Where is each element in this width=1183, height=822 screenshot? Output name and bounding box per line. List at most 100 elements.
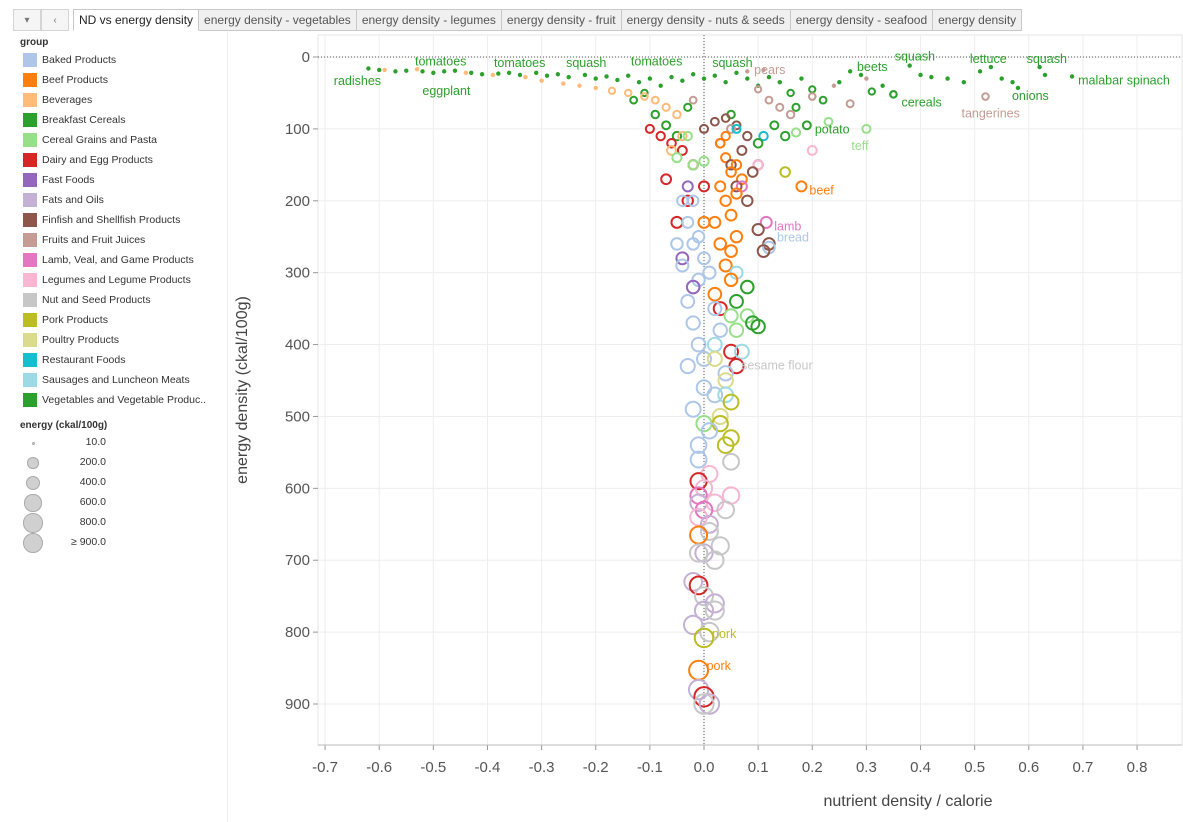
data-point [523, 74, 528, 80]
legend-swatch [23, 333, 37, 347]
legend-item[interactable]: Fast Foods [23, 172, 95, 188]
y-tick-label: 100 [285, 121, 310, 138]
legend-item[interactable]: Fruits and Fruit Juices [23, 232, 145, 248]
y-axis-title: energy density (ckal/100g) [234, 296, 251, 484]
data-point [700, 422, 719, 440]
legend-swatch [23, 173, 37, 187]
data-point [795, 180, 808, 193]
tab-energy-density-nuts-seeds[interactable]: energy density - nuts & seeds [621, 9, 791, 31]
data-point [640, 92, 649, 101]
legend-item[interactable]: Lamb, Veal, and Game Products [23, 252, 194, 268]
data-point [666, 145, 677, 156]
point-annotation: tomatoes [415, 54, 466, 68]
point-annotation: squash [895, 50, 935, 64]
data-point [720, 113, 731, 123]
point-annotation: sesame flour [741, 359, 813, 373]
legend-item[interactable]: Pork Products [23, 312, 108, 328]
tab-energy-density-seafood[interactable]: energy density - seafood [790, 9, 934, 31]
data-point [684, 400, 702, 418]
legend-swatch [23, 113, 37, 127]
data-point [683, 571, 704, 592]
tab-energy-density-vegetables[interactable]: energy density - vegetables [199, 9, 357, 31]
tab-energy-density-fruit[interactable]: energy density - fruit [501, 9, 622, 31]
legend-item[interactable]: Dairy and Egg Products [23, 152, 153, 168]
data-point [837, 79, 842, 85]
point-annotation: squash [712, 56, 752, 70]
legend-item[interactable]: Beverages [23, 92, 92, 108]
data-point [699, 521, 719, 541]
data-point [764, 95, 774, 105]
data-point [707, 301, 723, 317]
data-point [555, 72, 561, 77]
data-point [693, 693, 715, 715]
data-point [945, 76, 950, 81]
sheet-tabs: ND vs energy density energy density - veg… [73, 9, 1181, 31]
legend-label: Fruits and Fruit Juices [42, 234, 146, 246]
data-point [577, 83, 582, 88]
data-point [1010, 79, 1015, 85]
data-point [680, 294, 696, 309]
data-point [720, 152, 732, 164]
legend-item[interactable]: Baked Products [23, 52, 116, 68]
data-point [593, 76, 598, 81]
data-point [506, 70, 512, 76]
data-point [907, 63, 912, 68]
legend-label: Pork Products [42, 314, 108, 326]
legend-item[interactable]: Vegetables and Vegetable Produc.. [23, 392, 206, 408]
data-point [880, 83, 885, 88]
legend-item[interactable]: Fats and Oils [23, 192, 104, 208]
tab-scroll-left-button[interactable]: ‹ [41, 9, 69, 31]
point-annotation: tomatoes [631, 54, 682, 68]
data-point [687, 679, 710, 701]
legend-item[interactable]: Legumes and Legume Products [23, 272, 191, 288]
tab-nd-vs-energy-density[interactable]: ND vs energy density [73, 9, 200, 31]
legend-label: Fast Foods [42, 174, 95, 186]
legend-item[interactable]: Cereal Grains and Pasta [23, 132, 157, 148]
legend-swatch [23, 133, 37, 147]
data-point [712, 301, 728, 317]
data-point [689, 450, 708, 469]
x-tick-label: 0.7 [1072, 759, 1093, 776]
data-point [698, 155, 710, 167]
tab-energy-density-legumes[interactable]: energy density - legumes [356, 9, 502, 31]
tab-energy-density[interactable]: energy density [933, 9, 1023, 31]
data-point [1042, 72, 1048, 78]
data-point [723, 79, 728, 85]
legend-item[interactable]: Sausages and Luncheon Meats [23, 372, 190, 388]
data-point [636, 79, 642, 85]
data-point [697, 251, 711, 266]
y-tick-label: 500 [285, 408, 310, 425]
data-point [533, 70, 539, 76]
data-point [758, 130, 769, 142]
size-legend-label: ≥ 900.0 [71, 536, 106, 548]
size-legend-circle [22, 532, 44, 554]
legend-item[interactable]: Poultry Products [23, 332, 119, 348]
legend-item[interactable]: Beef Products [23, 72, 108, 88]
data-point [745, 76, 750, 81]
size-legend-circle [24, 494, 42, 512]
point-annotation: cereals [901, 95, 941, 109]
data-point [981, 92, 990, 101]
data-point [731, 123, 742, 134]
data-point [650, 95, 660, 105]
data-point [769, 120, 780, 131]
legend-item[interactable]: Nut and Seed Products [23, 292, 151, 308]
data-point [681, 215, 695, 229]
point-annotation: tangerines [961, 107, 1019, 121]
data-point [741, 194, 754, 207]
legend-item[interactable]: Breakfast Cereals [23, 112, 125, 128]
x-tick-label: 0.1 [748, 759, 769, 776]
y-tick-label: 200 [285, 193, 310, 210]
tab-menu-dropdown[interactable]: ▾ [13, 9, 41, 31]
data-point [777, 79, 782, 85]
legend-item[interactable]: Finfish and Shellfish Products [23, 212, 180, 228]
size-legend-item: ≥ 900.0 [16, 532, 106, 554]
legend-item[interactable]: Restaurant Foods [23, 352, 125, 368]
legend-label: Legumes and Legume Products [42, 274, 191, 286]
x-tick-label: 0.3 [856, 759, 877, 776]
data-point [730, 187, 743, 200]
data-point [751, 222, 765, 237]
data-point [661, 120, 672, 131]
point-annotation: teff [851, 139, 869, 153]
y-tick-label: 600 [285, 480, 310, 497]
